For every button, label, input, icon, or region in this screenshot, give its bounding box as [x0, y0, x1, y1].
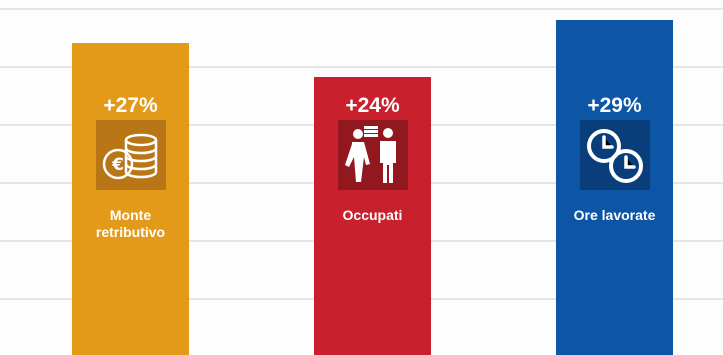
gridline [0, 8, 723, 10]
bar-3: +29% Ore lavorate [556, 19, 673, 355]
category-label: Occupati [342, 206, 403, 223]
workers-icon [337, 119, 408, 190]
value-label: +29% [587, 93, 642, 117]
bar-1: +27% € Monte retributivo [72, 42, 189, 355]
clocks-icon [579, 119, 650, 190]
bar-2: +24% Occupati [314, 77, 431, 355]
category-label: Monte retributivo [95, 206, 166, 240]
svg-text:€: € [111, 155, 124, 175]
value-label: +24% [345, 93, 400, 117]
coins-euro-icon: € [95, 119, 166, 190]
value-label: +27% [103, 93, 158, 117]
category-label: Ore lavorate [573, 206, 656, 223]
gridline [0, 66, 723, 68]
